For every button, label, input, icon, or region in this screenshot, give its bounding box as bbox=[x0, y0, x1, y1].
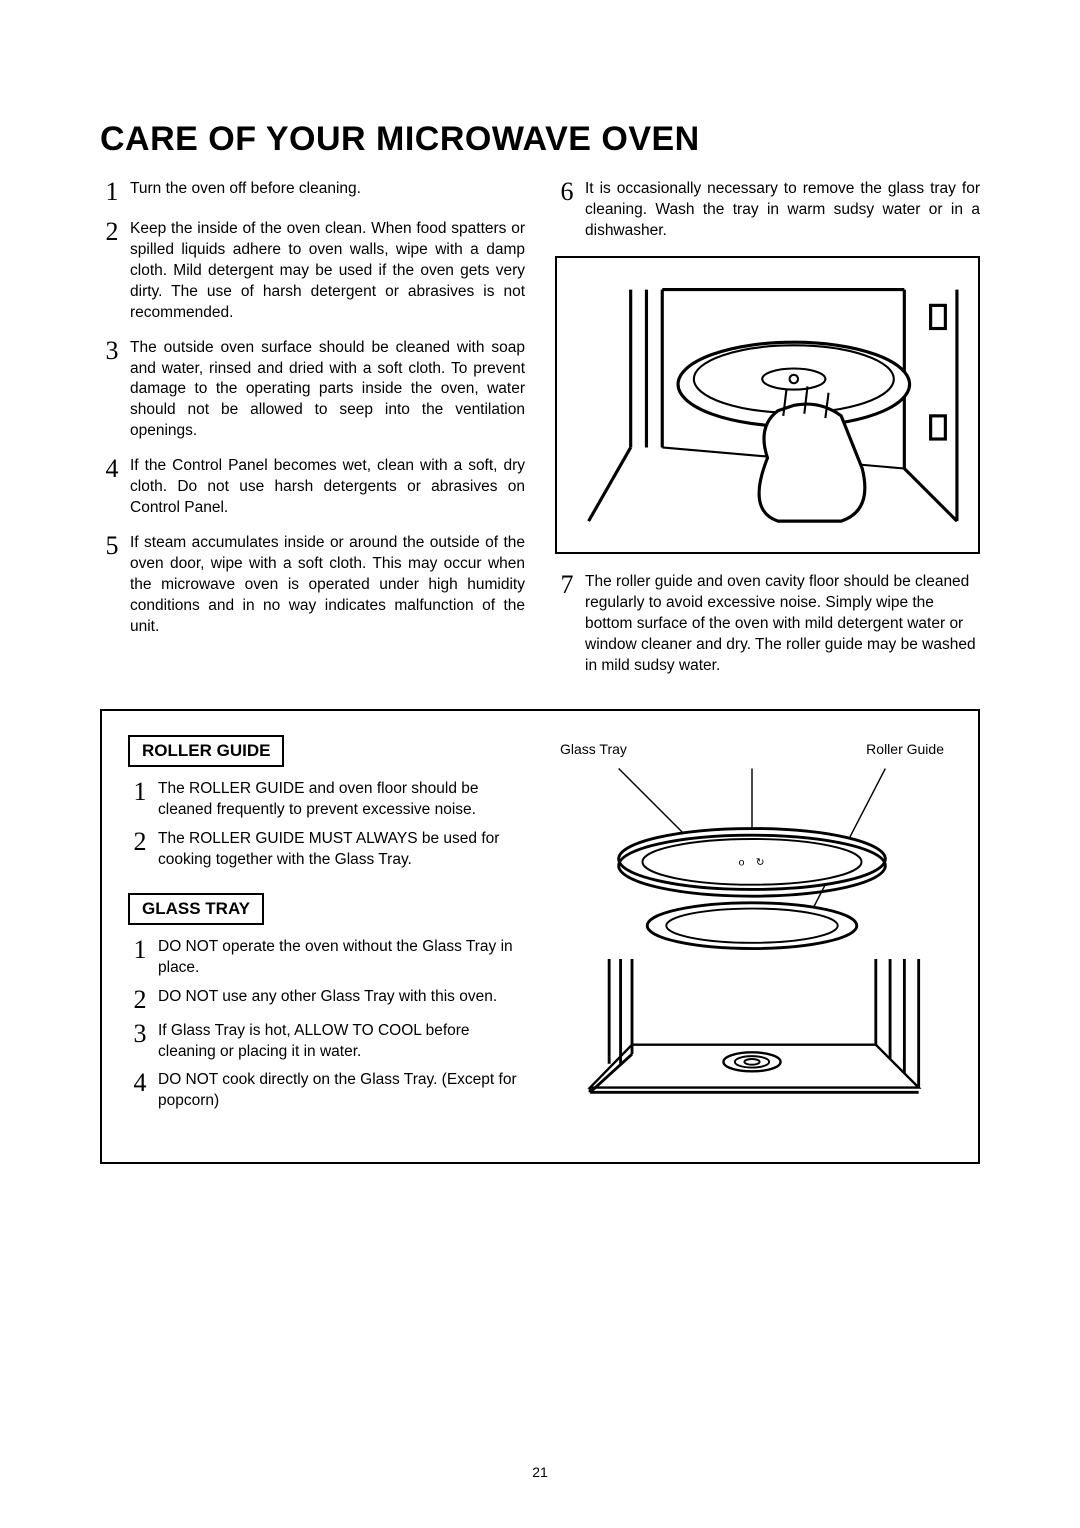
item-number: 6 bbox=[555, 179, 579, 205]
item-number: 7 bbox=[555, 572, 579, 598]
microwave-tray-removal-illustration bbox=[557, 258, 978, 553]
item-number: 2 bbox=[128, 987, 152, 1013]
item-text: The ROLLER GUIDE MUST ALWAYS be used for… bbox=[152, 829, 528, 871]
list-item: 6 It is occasionally necessary to remove… bbox=[555, 179, 980, 242]
glass-tray-section: GLASS TRAY 1 DO NOT operate the oven wit… bbox=[128, 893, 528, 1113]
item-text: DO NOT cook directly on the Glass Tray. … bbox=[152, 1070, 528, 1112]
item-text: It is occasionally necessary to remove t… bbox=[579, 179, 980, 242]
diagram-label-glass-tray: Glass Tray bbox=[560, 741, 627, 757]
page-title: CARE OF YOUR MICROWAVE OVEN bbox=[100, 120, 980, 159]
page-number: 21 bbox=[0, 1464, 1080, 1480]
item-text: If steam accumulates inside or around th… bbox=[124, 533, 525, 638]
diagram-label-roller-guide: Roller Guide bbox=[866, 741, 944, 757]
list-item: 5 If steam accumulates inside or around … bbox=[100, 533, 525, 638]
item-number: 3 bbox=[100, 338, 124, 364]
list-item: 4 DO NOT cook directly on the Glass Tray… bbox=[128, 1070, 528, 1112]
item-text: Keep the inside of the oven clean. When … bbox=[124, 219, 525, 324]
svg-text:↻: ↻ bbox=[756, 858, 765, 869]
item-number: 2 bbox=[128, 829, 152, 855]
list-item: 4 If the Control Panel becomes wet, clea… bbox=[100, 456, 525, 519]
list-item: 1 The ROLLER GUIDE and oven floor should… bbox=[128, 779, 528, 821]
item-text: The roller guide and oven cavity floor s… bbox=[579, 572, 980, 677]
item-number: 1 bbox=[128, 937, 152, 963]
item-text: If Glass Tray is hot, ALLOW TO COOL befo… bbox=[152, 1021, 528, 1063]
item-text: Turn the oven off before cleaning. bbox=[124, 179, 525, 200]
right-column: 6 It is occasionally necessary to remove… bbox=[555, 179, 980, 691]
sub-panel-right: Glass Tray Roller Guide o ↻ bbox=[552, 735, 952, 1134]
list-item: 3 The outside oven surface should be cle… bbox=[100, 338, 525, 443]
roller-guide-section: ROLLER GUIDE 1 The ROLLER GUIDE and oven… bbox=[128, 735, 528, 871]
item-number: 3 bbox=[128, 1021, 152, 1047]
two-column-layout: 1 Turn the oven off before cleaning. 2 K… bbox=[100, 179, 980, 691]
left-column: 1 Turn the oven off before cleaning. 2 K… bbox=[100, 179, 525, 691]
svg-text:o: o bbox=[739, 858, 745, 869]
item-text: DO NOT operate the oven without the Glas… bbox=[152, 937, 528, 979]
section-heading: GLASS TRAY bbox=[128, 893, 264, 925]
list-item: 2 DO NOT use any other Glass Tray with t… bbox=[128, 987, 528, 1013]
item-text: If the Control Panel becomes wet, clean … bbox=[124, 456, 525, 519]
list-item: 7 The roller guide and oven cavity floor… bbox=[555, 572, 980, 677]
item-text: The outside oven surface should be clean… bbox=[124, 338, 525, 443]
illustration-box bbox=[555, 256, 980, 555]
sub-panel: ROLLER GUIDE 1 The ROLLER GUIDE and oven… bbox=[100, 709, 980, 1164]
list-item: 1 Turn the oven off before cleaning. bbox=[100, 179, 525, 205]
section-heading: ROLLER GUIDE bbox=[128, 735, 284, 767]
manual-page: CARE OF YOUR MICROWAVE OVEN 1 Turn the o… bbox=[0, 0, 1080, 1528]
item-number: 5 bbox=[100, 533, 124, 559]
item-number: 2 bbox=[100, 219, 124, 245]
item-number: 1 bbox=[100, 179, 124, 205]
list-item: 3 If Glass Tray is hot, ALLOW TO COOL be… bbox=[128, 1021, 528, 1063]
item-text: DO NOT use any other Glass Tray with thi… bbox=[152, 987, 528, 1008]
item-text: The ROLLER GUIDE and oven floor should b… bbox=[152, 779, 528, 821]
item-number: 4 bbox=[100, 456, 124, 482]
item-number: 1 bbox=[128, 779, 152, 805]
sub-panel-left: ROLLER GUIDE 1 The ROLLER GUIDE and oven… bbox=[128, 735, 528, 1134]
list-item: 2 The ROLLER GUIDE MUST ALWAYS be used f… bbox=[128, 829, 528, 871]
list-item: 2 Keep the inside of the oven clean. Whe… bbox=[100, 219, 525, 324]
item-number: 4 bbox=[128, 1070, 152, 1096]
list-item: 1 DO NOT operate the oven without the Gl… bbox=[128, 937, 528, 979]
diagram-labels: Glass Tray Roller Guide bbox=[560, 741, 944, 757]
microwave-parts-illustration: o ↻ bbox=[552, 759, 952, 1102]
